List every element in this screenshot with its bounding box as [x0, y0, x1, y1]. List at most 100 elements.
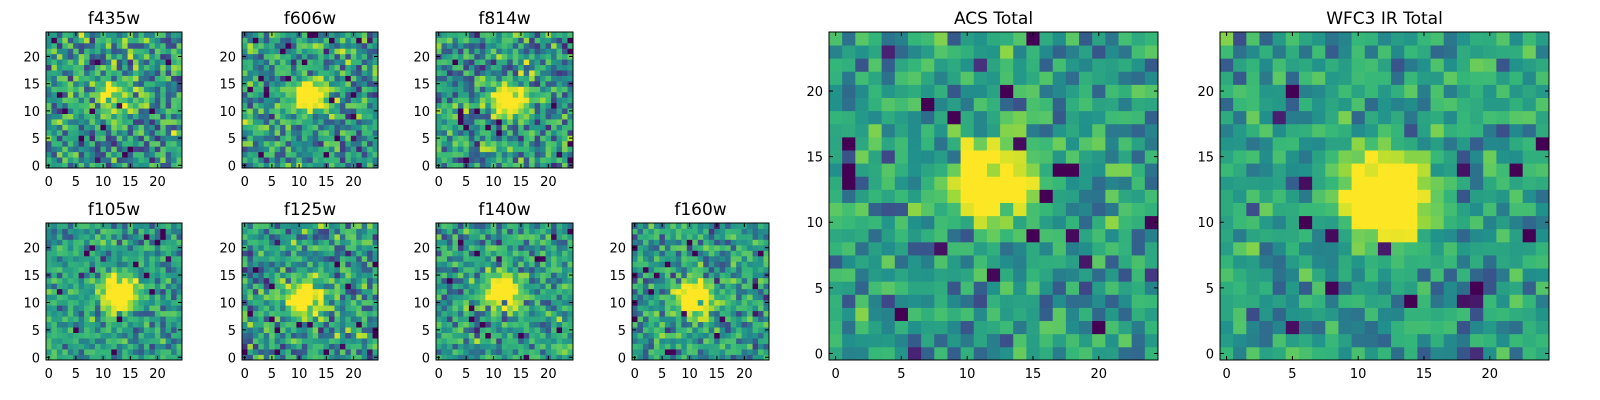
heatmap-cell [551, 146, 557, 153]
heatmap-cell [556, 48, 563, 55]
heatmap-cell [100, 261, 107, 268]
heatmap-cell [133, 102, 139, 109]
heatmap-cell [171, 223, 177, 229]
heatmap-cell [334, 261, 341, 268]
heatmap-cell [485, 53, 492, 60]
heatmap-cell [1052, 255, 1067, 269]
heatmap-cell [545, 86, 552, 93]
heatmap-cell [290, 283, 297, 290]
heatmap-cell [318, 151, 324, 158]
heatmap-cell [318, 59, 324, 66]
heatmap-cell [1118, 228, 1133, 243]
heatmap-cell [372, 316, 379, 323]
heatmap-cell [642, 310, 649, 317]
heatmap-cell [446, 228, 453, 235]
heatmap-cell [154, 321, 161, 328]
heatmap-cell [642, 250, 649, 257]
heatmap-cell [51, 316, 58, 323]
heatmap-cell [345, 288, 352, 295]
heatmap-cell [274, 261, 281, 268]
heatmap-cell [675, 294, 682, 301]
heatmap-cell [501, 151, 508, 158]
heatmap-cell [269, 86, 276, 93]
heatmap-cell [556, 316, 563, 323]
heatmap-cell [356, 129, 363, 136]
heatmap-cell [637, 272, 644, 279]
heatmap-cell [105, 223, 112, 229]
heatmap-cell [960, 163, 975, 177]
heatmap-cell [675, 349, 682, 355]
heatmap-cell [1013, 202, 1027, 217]
heatmap-cell [463, 42, 470, 49]
heatmap-cell [345, 343, 352, 350]
y-tick-label: 10 [219, 105, 236, 120]
heatmap-cell [540, 294, 546, 301]
heatmap-cell [56, 86, 63, 93]
heatmap-cell [356, 310, 363, 317]
heatmap-cell [133, 321, 139, 328]
heatmap-cell [116, 277, 123, 284]
heatmap-cell [741, 305, 748, 312]
heatmap-cell [94, 228, 101, 235]
heatmap-cell [339, 53, 346, 60]
heatmap-cell [1144, 346, 1159, 361]
heatmap-cell [127, 349, 134, 355]
heatmap-cell [350, 140, 357, 147]
heatmap-cell [258, 162, 265, 169]
heatmap-cell [89, 327, 96, 333]
heatmap-cell [1118, 215, 1133, 230]
heatmap-cell [323, 91, 330, 98]
heatmap-cell [290, 332, 297, 339]
heatmap-cell [334, 228, 341, 235]
heatmap-cell [463, 124, 470, 131]
heatmap-cell [252, 70, 259, 76]
heatmap-cell [1065, 268, 1080, 282]
heatmap-cell [165, 255, 172, 262]
heatmap-cell [274, 343, 281, 350]
heatmap-cell [703, 316, 710, 323]
heatmap-cell [73, 42, 80, 49]
heatmap-cell [457, 321, 464, 328]
heatmap-cell [463, 146, 470, 153]
heatmap-cell [567, 255, 574, 262]
heatmap-cell [356, 102, 363, 109]
heatmap-cell [551, 354, 557, 361]
heatmap-cell [160, 283, 167, 290]
heatmap-cell [143, 294, 150, 301]
heatmap-cell [545, 305, 552, 312]
heatmap-cell [1013, 294, 1027, 308]
heatmap-cell [518, 37, 525, 44]
heatmap-cell [290, 239, 297, 246]
heatmap-cell [329, 332, 335, 339]
heatmap-cell [921, 320, 935, 335]
heatmap-cell [452, 277, 459, 284]
heatmap-cell [1026, 228, 1040, 243]
heatmap-cell [496, 146, 503, 153]
heatmap-cell [632, 239, 638, 246]
heatmap-cell [474, 349, 481, 355]
heatmap-cell [474, 299, 481, 306]
heatmap-cell [94, 162, 101, 169]
panel-title: f814w [478, 9, 530, 29]
heatmap-cell [556, 59, 563, 66]
heatmap-cell [62, 124, 69, 131]
heatmap-cell [149, 283, 156, 290]
heatmap-cell [1092, 241, 1106, 256]
heatmap-cell [323, 129, 330, 136]
heatmap-cell [242, 349, 248, 355]
heatmap-cell [247, 140, 254, 147]
heatmap-cell [73, 288, 80, 295]
heatmap-cell [441, 32, 448, 38]
heatmap-cell [664, 266, 671, 273]
heatmap-cell [842, 346, 856, 361]
heatmap-cell [149, 261, 156, 268]
heatmap-cell [252, 239, 259, 246]
heatmap-cell [681, 239, 688, 246]
heatmap-cell [323, 233, 330, 240]
heatmap-cell [436, 91, 442, 98]
heatmap-cell [490, 277, 497, 284]
heatmap-cell [312, 310, 319, 317]
heatmap-cell [67, 135, 74, 142]
heatmap-cell [907, 333, 922, 348]
heatmap-cell [894, 202, 909, 217]
